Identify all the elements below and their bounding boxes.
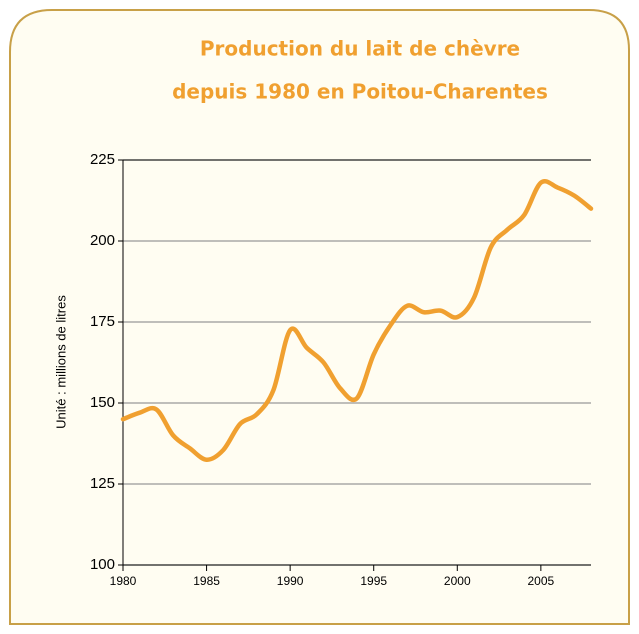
x-tick-label: 1990	[277, 574, 304, 588]
y-tick-label: 225	[90, 151, 115, 168]
y-tick-label: 175	[90, 313, 115, 330]
chart-title: Production du lait de chèvre	[200, 37, 520, 61]
y-tick-label: 100	[90, 556, 115, 573]
x-tick-label: 1995	[360, 574, 387, 588]
y-tick-label: 125	[90, 475, 115, 492]
line	[120, 178, 594, 462]
x-tick-label: 2000	[444, 574, 471, 588]
y-tick-label: 150	[90, 394, 115, 411]
x-tick-label: 2005	[528, 574, 555, 588]
y-tick-label: 200	[90, 232, 115, 249]
x-tick-label: 1980	[110, 574, 137, 588]
y-axis-label: Unité : millions de litres	[53, 295, 68, 429]
chart-title: depuis 1980 en Poitou-Charentes	[172, 80, 548, 104]
frame	[9, 9, 630, 625]
x-tick-label: 1985	[193, 574, 220, 588]
